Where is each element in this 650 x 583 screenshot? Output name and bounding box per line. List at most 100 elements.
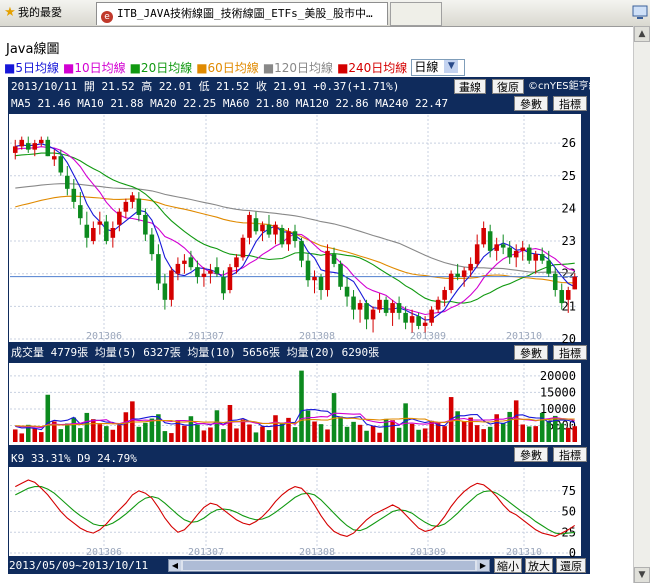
kd-tick-label: 75 [562, 484, 576, 498]
volume-bar [370, 425, 376, 442]
kd-params-button[interactable]: 參數 [514, 447, 548, 462]
zoom-out-button[interactable]: 縮小 [494, 558, 522, 573]
volume-bar [188, 416, 194, 442]
volume-bar [58, 429, 64, 442]
volume-bar [25, 424, 31, 442]
volume-tick-label: 15000 [540, 385, 576, 399]
candle-body [409, 316, 415, 323]
candle-body [396, 303, 402, 313]
candle-body [195, 267, 200, 277]
volume-bar [396, 427, 402, 442]
candle-body [416, 316, 421, 326]
candle-body [266, 224, 272, 235]
volume-bar [572, 426, 578, 442]
candle-body [383, 299, 389, 313]
chart-frame: 2013/10/11 開 21.52 高 22.01 低 21.52 收 21.… [8, 77, 599, 574]
candle-body [422, 322, 428, 326]
volume-bar [19, 433, 25, 442]
candle-body [208, 270, 213, 274]
candle-body [572, 276, 578, 290]
candle-body [292, 231, 298, 242]
volume-params-button[interactable]: 參數 [514, 345, 548, 360]
ma-legend: ■5日均線 ■10日均線 ■20日均線 ■60日均線 ■120日均線 ■240日均線 日線 ▼ [4, 59, 469, 76]
zoom-in-button[interactable]: 放大 [525, 558, 553, 573]
price-indicator-button[interactable]: 指標 [553, 96, 587, 111]
volume-ma10-line [15, 412, 575, 429]
candle-body [299, 241, 304, 261]
volume-bar [78, 428, 83, 442]
volume-bar [383, 418, 389, 442]
candle-body [149, 234, 155, 255]
candle-body [104, 221, 109, 242]
kd-header-text: K9 33.31% D9 24.79% [11, 452, 137, 465]
range-scroll-thumb[interactable] [183, 561, 475, 570]
kd-chart: 0 25 50 75 201306 201307 201308 201309 201310 [9, 467, 581, 557]
page-scrollbar[interactable]: ▲ ▼ [633, 26, 650, 583]
active-page-tab[interactable]: e ITB_JAVA技術線圖_技術線圖_ETFs_美股_股市中… [96, 2, 388, 25]
price-params-button[interactable]: 參數 [514, 96, 548, 111]
candle-body [325, 250, 330, 291]
volume-bar [331, 393, 337, 442]
volume-bar [364, 430, 369, 442]
candle-body [162, 283, 168, 300]
candle-body [435, 299, 441, 310]
volume-bar [123, 412, 129, 442]
volume-bar [279, 422, 285, 442]
candle-body [487, 231, 493, 251]
volume-bar [338, 416, 343, 442]
scroll-up-arrow-icon[interactable]: ▲ [634, 26, 650, 42]
candle-body [110, 228, 116, 238]
volume-bar [156, 414, 161, 442]
volume-ma5-line [15, 409, 575, 431]
new-tab[interactable] [390, 2, 442, 26]
volume-bar [110, 429, 116, 442]
scroll-left-arrow-icon[interactable]: ◀ [169, 560, 181, 571]
volume-bar [533, 426, 538, 442]
draw-line-button[interactable]: 畫線 [454, 79, 486, 94]
volume-bar [325, 429, 330, 442]
volume-bar [149, 418, 155, 442]
candle-body [58, 156, 64, 173]
volume-bar [227, 404, 233, 442]
candle-body [214, 267, 220, 274]
candle-body [448, 273, 454, 291]
candle-body [533, 254, 538, 261]
candle-body [227, 267, 233, 291]
star-icon: ★ [4, 5, 16, 20]
volume-bar [143, 422, 148, 442]
volume-indicator-button[interactable]: 指標 [553, 345, 587, 360]
volume-bar [208, 427, 213, 442]
candle-body [520, 247, 525, 251]
volume-bar [91, 419, 96, 442]
candle-body [169, 270, 174, 300]
scroll-down-arrow-icon[interactable]: ▼ [634, 567, 650, 583]
volume-chart: 5000100001500020000 [9, 363, 581, 445]
candle-body [344, 286, 350, 297]
volume-bar [240, 419, 246, 442]
kd-x-tick-label: 201306 [86, 547, 122, 557]
volume-bar [253, 432, 259, 442]
monitor-icon [632, 5, 648, 19]
period-select[interactable]: 日線 ▼ [411, 59, 466, 76]
kd-x-tick-label: 201307 [188, 547, 224, 557]
kd-indicator-button[interactable]: 指標 [553, 447, 587, 462]
volume-bar [182, 425, 187, 442]
x-tick-label: 201310 [506, 331, 542, 342]
candle-body [546, 260, 552, 274]
candle-body [91, 228, 96, 242]
volume-bar [71, 417, 77, 442]
favorites-tab[interactable]: ★ 我的最愛 [2, 2, 92, 24]
volume-bar [403, 403, 408, 442]
legend-ma120: ■120日均線 [262, 61, 334, 75]
candle-body [240, 237, 246, 258]
volume-bar [344, 426, 350, 442]
scroll-right-arrow-icon[interactable]: ▶ [477, 560, 489, 571]
candle-body [338, 263, 343, 287]
candle-body [19, 139, 25, 147]
reset-button[interactable]: 還原 [556, 558, 586, 573]
restore-button[interactable]: 復原 [492, 79, 524, 94]
toolbar-icon[interactable] [632, 3, 648, 21]
legend-ma5: ■5日均線 [4, 61, 59, 75]
range-scrollbar[interactable]: ◀ ▶ [168, 559, 490, 572]
